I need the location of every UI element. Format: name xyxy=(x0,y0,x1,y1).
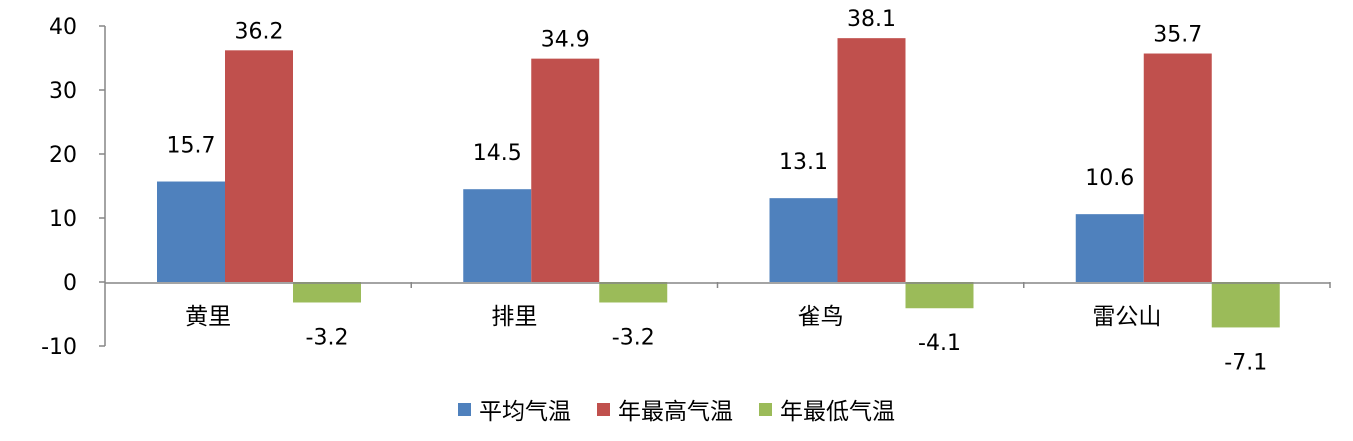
data-label: 15.7 xyxy=(167,134,216,159)
y-tick-label: 40 xyxy=(49,15,77,40)
y-tick-label: 10 xyxy=(49,207,77,232)
data-label: 14.5 xyxy=(473,141,522,166)
category-label: 雷公山 xyxy=(1092,304,1161,330)
data-label: 34.9 xyxy=(541,28,590,53)
legend-swatch xyxy=(597,402,610,416)
x-axis-ticks xyxy=(410,282,1331,288)
category-label: 排里 xyxy=(491,304,537,330)
data-label: -4.1 xyxy=(918,331,961,356)
legend-swatch xyxy=(759,402,772,416)
y-axis-ticks: 40 30 20 10 0 -10 xyxy=(41,15,105,360)
legend-swatch xyxy=(458,402,471,416)
category-label: 黄里 xyxy=(185,304,231,330)
data-labels: 15.7 14.5 13.1 10.6 36.2 34.9 38.1 35.7 -3.2 -3.2… xyxy=(167,7,1268,375)
y-tick-label: 30 xyxy=(49,79,77,104)
legend-item-min-temp: 年最低气温 xyxy=(759,392,895,426)
bar-chart: 40 30 20 10 0 -10 黄里 排里 雀鸟 雷公山 15.7 14.5 13.1 10.6 3… xyxy=(41,7,1331,375)
legend-label: 年最高气温 xyxy=(618,399,733,425)
data-label: 38.1 xyxy=(847,7,896,32)
bars xyxy=(157,38,1280,328)
bar xyxy=(463,189,532,282)
bar xyxy=(905,282,974,309)
y-tick-label: 20 xyxy=(49,143,77,168)
data-label: -3.2 xyxy=(612,325,655,350)
bar xyxy=(225,50,293,282)
bar xyxy=(1211,282,1280,328)
y-tick-label: 0 xyxy=(63,271,77,296)
legend: 平均气温 年最高气温 年最低气温 xyxy=(0,392,1353,426)
bar xyxy=(293,282,361,303)
y-tick-label: -10 xyxy=(41,335,77,360)
bar xyxy=(599,282,668,303)
data-label: -3.2 xyxy=(306,325,349,350)
data-label: 13.1 xyxy=(779,150,828,175)
data-label: 35.7 xyxy=(1153,23,1202,48)
bar xyxy=(1075,214,1144,282)
legend-item-avg-temp: 平均气温 xyxy=(458,392,571,426)
bar xyxy=(837,38,906,282)
data-label: 36.2 xyxy=(235,19,284,44)
category-label: 雀鸟 xyxy=(798,304,844,330)
bar xyxy=(157,181,225,282)
category-labels: 黄里 排里 雀鸟 雷公山 xyxy=(185,304,1161,330)
legend-label: 年最低气温 xyxy=(780,399,895,425)
data-label: -7.1 xyxy=(1224,350,1267,375)
bar xyxy=(769,198,838,282)
data-label: 10.6 xyxy=(1085,166,1134,191)
legend-item-max-temp: 年最高气温 xyxy=(597,392,733,426)
bar xyxy=(1143,53,1212,282)
legend-label: 平均气温 xyxy=(479,399,571,425)
bar xyxy=(531,58,600,282)
